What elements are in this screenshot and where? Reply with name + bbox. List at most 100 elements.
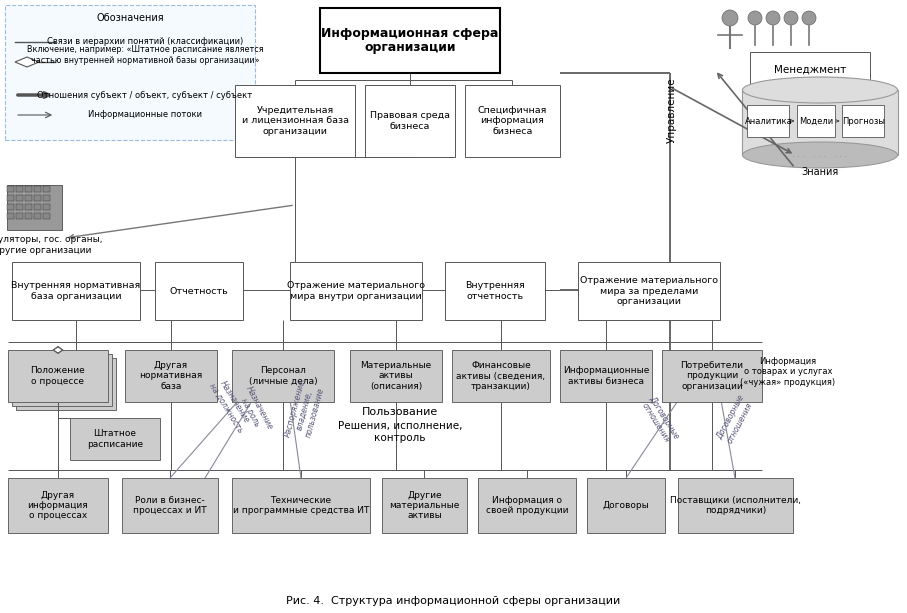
Text: Рис. 4.  Структура информационной сферы организации: Рис. 4. Структура информационной сферы о… xyxy=(287,596,620,606)
FancyBboxPatch shape xyxy=(16,358,116,410)
FancyBboxPatch shape xyxy=(452,350,550,402)
Text: Информация
о товарах и услугах
(«чужая» продукция): Информация о товарах и услугах («чужая» … xyxy=(740,357,835,387)
FancyBboxPatch shape xyxy=(34,204,41,210)
Text: Роли в бизнес-
процессах и ИТ: Роли в бизнес- процессах и ИТ xyxy=(133,496,207,515)
FancyBboxPatch shape xyxy=(587,478,665,533)
Text: Персонал
(личные дела): Персонал (личные дела) xyxy=(249,367,317,386)
FancyBboxPatch shape xyxy=(43,213,50,219)
Text: Отчетность: Отчетность xyxy=(170,286,229,295)
Ellipse shape xyxy=(743,77,898,103)
Text: Информация о
своей продукции: Информация о своей продукции xyxy=(486,496,569,515)
FancyBboxPatch shape xyxy=(465,85,560,157)
FancyBboxPatch shape xyxy=(12,262,140,320)
Text: Штатное
расписание: Штатное расписание xyxy=(87,429,143,449)
Text: Потребители
продукции
организации: Потребители продукции организации xyxy=(680,361,744,391)
Text: Другая
нормативная
база: Другая нормативная база xyxy=(140,361,202,391)
FancyBboxPatch shape xyxy=(678,478,793,533)
Text: Материальные
активы
(описания): Материальные активы (описания) xyxy=(360,361,432,391)
FancyBboxPatch shape xyxy=(445,262,545,320)
Text: Отражение материального
мира за пределами
организации: Отражение материального мира за пределам… xyxy=(580,276,718,306)
Text: Технические
и программные средства ИТ: Технические и программные средства ИТ xyxy=(233,496,369,515)
Text: Информационные потоки: Информационные потоки xyxy=(88,110,202,120)
FancyBboxPatch shape xyxy=(350,350,442,402)
Text: Поставщики (исполнители,
подрядчики): Поставщики (исполнители, подрядчики) xyxy=(670,496,801,515)
Text: Договорные
отношения: Договорные отношения xyxy=(715,394,755,446)
Text: Решения, исполнение,
контроль: Решения, исполнение, контроль xyxy=(337,421,463,443)
FancyBboxPatch shape xyxy=(34,213,41,219)
FancyBboxPatch shape xyxy=(747,105,789,137)
Polygon shape xyxy=(53,346,63,354)
FancyBboxPatch shape xyxy=(7,186,14,192)
FancyBboxPatch shape xyxy=(16,204,23,210)
FancyBboxPatch shape xyxy=(34,195,41,201)
Text: Другая
информация
о процессах: Другая информация о процессах xyxy=(27,490,88,520)
FancyBboxPatch shape xyxy=(25,195,32,201)
FancyBboxPatch shape xyxy=(70,418,160,460)
Text: Правовая среда
бизнеса: Правовая среда бизнеса xyxy=(370,112,450,131)
FancyBboxPatch shape xyxy=(750,52,870,87)
Text: Распоряжение,
владение,
пользование: Распоряжение, владение, пользование xyxy=(283,376,327,443)
FancyBboxPatch shape xyxy=(7,195,14,201)
Polygon shape xyxy=(54,347,63,353)
Text: Информационные
активы бизнеса: Информационные активы бизнеса xyxy=(563,367,649,386)
FancyBboxPatch shape xyxy=(43,204,50,210)
FancyBboxPatch shape xyxy=(25,186,32,192)
FancyBboxPatch shape xyxy=(7,213,14,219)
Text: Обозначения: Обозначения xyxy=(96,13,164,23)
Text: Пользование: Пользование xyxy=(362,407,438,417)
FancyBboxPatch shape xyxy=(122,478,218,533)
Text: Другие
материальные
активы: Другие материальные активы xyxy=(389,490,460,520)
Text: Информационная сфера
организации: Информационная сфера организации xyxy=(321,26,499,55)
Text: Назначение
на роль: Назначение на роль xyxy=(235,384,275,436)
Text: Учредительная
и лицензионная база
организации: Учредительная и лицензионная база органи… xyxy=(241,106,348,136)
Text: Управление: Управление xyxy=(667,77,677,143)
Text: Договоры: Договоры xyxy=(602,501,649,510)
Text: Положение
о процессе: Положение о процессе xyxy=(31,367,85,386)
Circle shape xyxy=(802,11,816,25)
FancyBboxPatch shape xyxy=(43,195,50,201)
FancyBboxPatch shape xyxy=(155,262,243,320)
FancyBboxPatch shape xyxy=(365,85,455,157)
FancyBboxPatch shape xyxy=(843,105,884,137)
Text: Договорные
отношения: Договорные отношения xyxy=(639,394,681,446)
FancyBboxPatch shape xyxy=(478,478,576,533)
FancyBboxPatch shape xyxy=(290,262,422,320)
FancyBboxPatch shape xyxy=(743,90,898,155)
Text: Знания: Знания xyxy=(802,167,839,177)
FancyBboxPatch shape xyxy=(16,195,23,201)
Text: Отражение материального
мира внутри организации: Отражение материального мира внутри орга… xyxy=(287,281,425,301)
Text: Отношения субъект / объект, субъект / субъект: Отношения субъект / объект, субъект / су… xyxy=(37,91,253,99)
Text: Специфичная
информация
бизнеса: Специфичная информация бизнеса xyxy=(478,106,547,136)
Ellipse shape xyxy=(743,142,898,168)
FancyBboxPatch shape xyxy=(232,478,370,533)
Circle shape xyxy=(784,11,798,25)
Text: Внутренняя
отчетность: Внутренняя отчетность xyxy=(465,281,525,301)
FancyBboxPatch shape xyxy=(16,186,23,192)
Text: Менеджмент: Менеджмент xyxy=(774,64,846,75)
Text: Модели: Модели xyxy=(799,116,834,126)
Text: Регуляторы, гос. органы,
другие организации: Регуляторы, гос. органы, другие организа… xyxy=(0,235,102,254)
FancyBboxPatch shape xyxy=(235,85,355,157)
Circle shape xyxy=(748,11,762,25)
Text: Внутренняя нормативная
база организации: Внутренняя нормативная база организации xyxy=(12,281,141,301)
FancyBboxPatch shape xyxy=(560,350,652,402)
FancyBboxPatch shape xyxy=(25,213,32,219)
FancyBboxPatch shape xyxy=(125,350,217,402)
FancyBboxPatch shape xyxy=(34,186,41,192)
Text: Финансовые
активы (сведения,
транзакции): Финансовые активы (сведения, транзакции) xyxy=(456,361,546,391)
FancyBboxPatch shape xyxy=(8,478,108,533)
FancyBboxPatch shape xyxy=(43,186,50,192)
Text: · · ·   · · ·   · · ·: · · · · · · · · · xyxy=(793,153,847,162)
Text: Связи в иерархии понятий (классификации): Связи в иерархии понятий (классификации) xyxy=(47,37,243,47)
FancyBboxPatch shape xyxy=(16,213,23,219)
Text: Включение, например: «Штатное расписание является
частью внутренней нормативной : Включение, например: «Штатное расписание… xyxy=(26,45,263,65)
FancyBboxPatch shape xyxy=(7,185,62,230)
Text: Назначение
на должность: Назначение на должность xyxy=(207,376,253,434)
Circle shape xyxy=(722,10,738,26)
FancyBboxPatch shape xyxy=(232,350,334,402)
FancyBboxPatch shape xyxy=(7,204,14,210)
FancyBboxPatch shape xyxy=(797,105,835,137)
FancyBboxPatch shape xyxy=(320,8,500,73)
Text: Аналитика: Аналитика xyxy=(745,116,793,126)
FancyBboxPatch shape xyxy=(382,478,467,533)
